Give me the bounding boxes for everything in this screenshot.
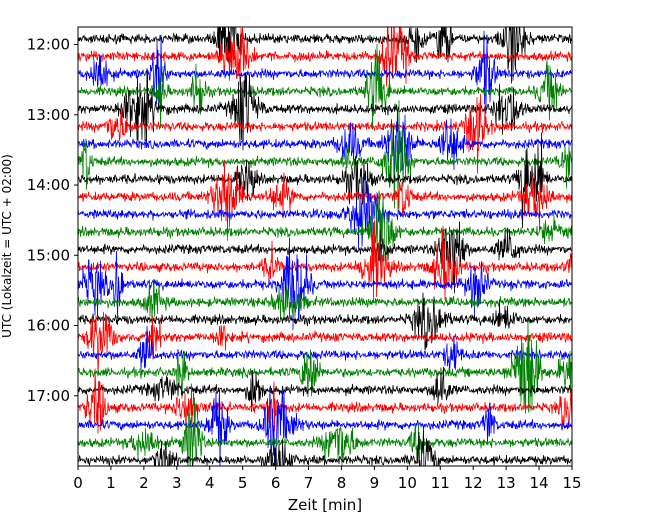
trace-line xyxy=(78,325,572,374)
trace-line xyxy=(78,68,572,151)
x-tick-label: 2 xyxy=(139,474,149,492)
x-tick-label: 4 xyxy=(205,474,215,492)
trace-line xyxy=(78,386,572,466)
trace-line xyxy=(78,278,572,323)
trace-line xyxy=(78,100,572,215)
x-axis: 0 1 2 3 4 5 6 7 8 9 10 11 12 13 14 15 xyxy=(73,466,582,492)
trace-line xyxy=(78,237,572,331)
trace-line xyxy=(78,428,572,466)
trace-line xyxy=(78,311,572,376)
x-tick-label: 3 xyxy=(172,474,182,492)
plot-frame xyxy=(77,26,573,467)
trace-line xyxy=(78,160,572,241)
x-axis-label: Zeit [min] xyxy=(288,496,362,514)
y-axis-label: UTC (Lokalzeit = UTC + 02:00) xyxy=(0,154,14,338)
y-tick-label: 17:00 xyxy=(27,387,70,405)
x-tick-label: 10 xyxy=(398,474,417,492)
x-tick-label: 5 xyxy=(238,474,248,492)
trace-line xyxy=(78,318,572,414)
trace-line xyxy=(78,27,572,84)
x-tick-label: 8 xyxy=(337,474,347,492)
trace-line xyxy=(78,366,572,412)
trace-line xyxy=(78,27,572,90)
trace-line xyxy=(78,220,572,301)
y-tick-label: 12:00 xyxy=(27,36,70,54)
y-axis: 12:00 13:00 14:00 15:00 16:00 17:00 xyxy=(27,36,78,405)
trace-line xyxy=(78,93,572,174)
y-tick-label: 13:00 xyxy=(27,106,70,124)
x-tick-label: 6 xyxy=(271,474,281,492)
trace-line xyxy=(78,176,572,250)
y-tick-label: 15:00 xyxy=(27,246,70,264)
x-tick-label: 1 xyxy=(106,474,116,492)
trace-line xyxy=(78,109,572,178)
x-tick-label: 15 xyxy=(562,474,581,492)
x-tick-label: 9 xyxy=(370,474,380,492)
x-tick-label: 13 xyxy=(497,474,516,492)
trace-line xyxy=(78,221,572,294)
y-tick-label: 14:00 xyxy=(27,176,70,194)
x-tick-label: 12 xyxy=(464,474,483,492)
x-tick-label: 14 xyxy=(530,474,549,492)
seismic-traces xyxy=(78,27,572,466)
x-tick-label: 0 xyxy=(73,474,83,492)
x-tick-label: 7 xyxy=(304,474,314,492)
trace-line xyxy=(78,190,572,262)
trace-line xyxy=(78,132,572,229)
y-tick-label: 16:00 xyxy=(27,317,70,335)
x-tick-label: 11 xyxy=(431,474,450,492)
trace-line xyxy=(78,43,572,130)
